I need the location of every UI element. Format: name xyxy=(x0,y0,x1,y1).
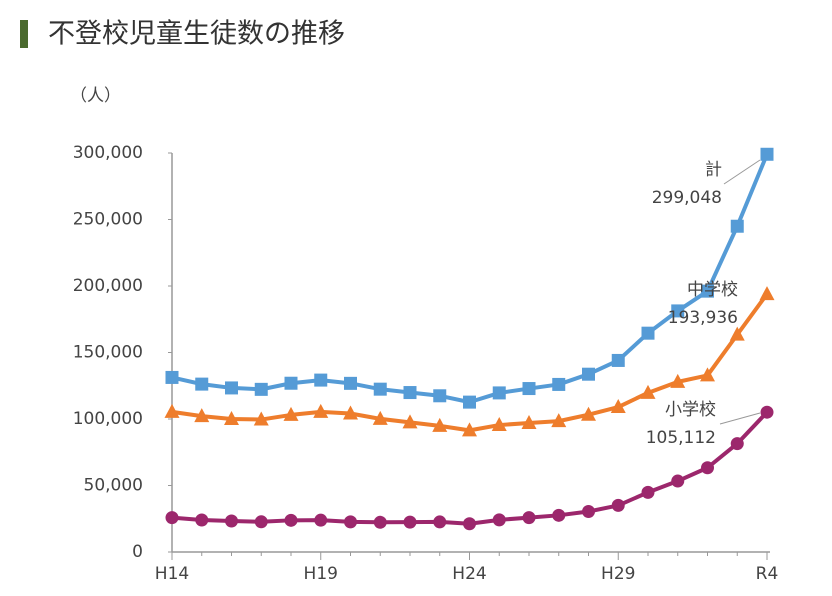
marker xyxy=(760,405,774,419)
marker xyxy=(582,367,595,381)
marker xyxy=(641,326,655,340)
marker xyxy=(521,414,537,429)
marker xyxy=(164,403,180,418)
marker xyxy=(284,376,298,390)
value-label: 299,048 xyxy=(652,188,722,208)
marker xyxy=(611,353,625,367)
marker xyxy=(701,461,714,475)
marker xyxy=(463,395,476,409)
marker xyxy=(165,370,179,384)
marker xyxy=(402,414,418,429)
marker xyxy=(700,367,715,382)
marker xyxy=(462,422,477,437)
marker xyxy=(730,437,744,451)
x-tick-label: H14 xyxy=(155,564,189,584)
marker xyxy=(373,515,387,529)
series-name: 中学校 xyxy=(687,280,738,300)
y-tick-label: 0 xyxy=(132,542,143,562)
marker xyxy=(225,381,238,395)
title-bar xyxy=(20,20,28,48)
x-tick-label: H19 xyxy=(304,564,338,584)
marker xyxy=(195,513,209,527)
x-tick-label: R4 xyxy=(756,564,779,584)
marker xyxy=(729,326,745,341)
marker xyxy=(344,515,357,529)
marker xyxy=(701,284,714,298)
marker xyxy=(432,417,448,432)
marker xyxy=(225,514,238,528)
y-tick-label: 100,000 xyxy=(73,409,143,429)
marker xyxy=(463,517,476,531)
marker xyxy=(403,386,417,400)
value-label: 105,112 xyxy=(646,428,716,448)
marker xyxy=(283,406,299,421)
marker xyxy=(194,408,210,423)
marker xyxy=(671,474,685,488)
marker xyxy=(522,382,536,396)
series-name: 小学校 xyxy=(665,400,716,420)
marker xyxy=(284,513,298,527)
marker xyxy=(611,498,625,512)
marker xyxy=(670,373,686,388)
leader-line xyxy=(723,159,761,185)
marker xyxy=(344,376,357,390)
marker xyxy=(373,382,387,396)
x-tick-label: H29 xyxy=(601,564,635,584)
marker xyxy=(552,508,566,522)
y-tick-label: 150,000 xyxy=(73,343,143,363)
marker xyxy=(314,373,328,387)
marker xyxy=(581,406,596,421)
y-tick-label: 200,000 xyxy=(73,276,143,296)
marker xyxy=(671,304,685,318)
x-tick-label: H24 xyxy=(452,564,486,584)
marker xyxy=(492,386,506,400)
y-tick-label: 300,000 xyxy=(73,143,143,163)
marker xyxy=(343,405,358,420)
marker xyxy=(314,513,328,527)
marker xyxy=(403,515,417,529)
chart-title: 不登校児童生徒数の推移 xyxy=(48,19,345,50)
marker xyxy=(551,413,567,428)
marker xyxy=(254,382,268,396)
y-tick-label: 250,000 xyxy=(73,210,143,230)
marker xyxy=(313,403,329,418)
marker xyxy=(759,286,775,301)
marker xyxy=(254,515,268,529)
marker xyxy=(522,511,536,525)
marker xyxy=(492,513,506,527)
marker xyxy=(224,410,239,425)
marker xyxy=(641,485,655,499)
marker xyxy=(165,511,179,525)
y-tick-label: 50,000 xyxy=(84,476,143,496)
marker xyxy=(491,417,507,432)
series-name: 計 xyxy=(705,160,722,180)
leader-line xyxy=(719,412,761,425)
marker xyxy=(552,377,566,391)
marker xyxy=(253,411,269,426)
marker xyxy=(610,399,626,414)
marker xyxy=(372,410,388,425)
value-label: 193,936 xyxy=(668,308,738,328)
marker xyxy=(730,219,744,233)
marker xyxy=(195,377,209,391)
marker xyxy=(760,147,774,161)
marker xyxy=(433,389,447,403)
y-axis-label: （人） xyxy=(70,86,121,106)
marker xyxy=(582,505,595,519)
marker xyxy=(433,515,447,529)
marker xyxy=(640,384,656,399)
